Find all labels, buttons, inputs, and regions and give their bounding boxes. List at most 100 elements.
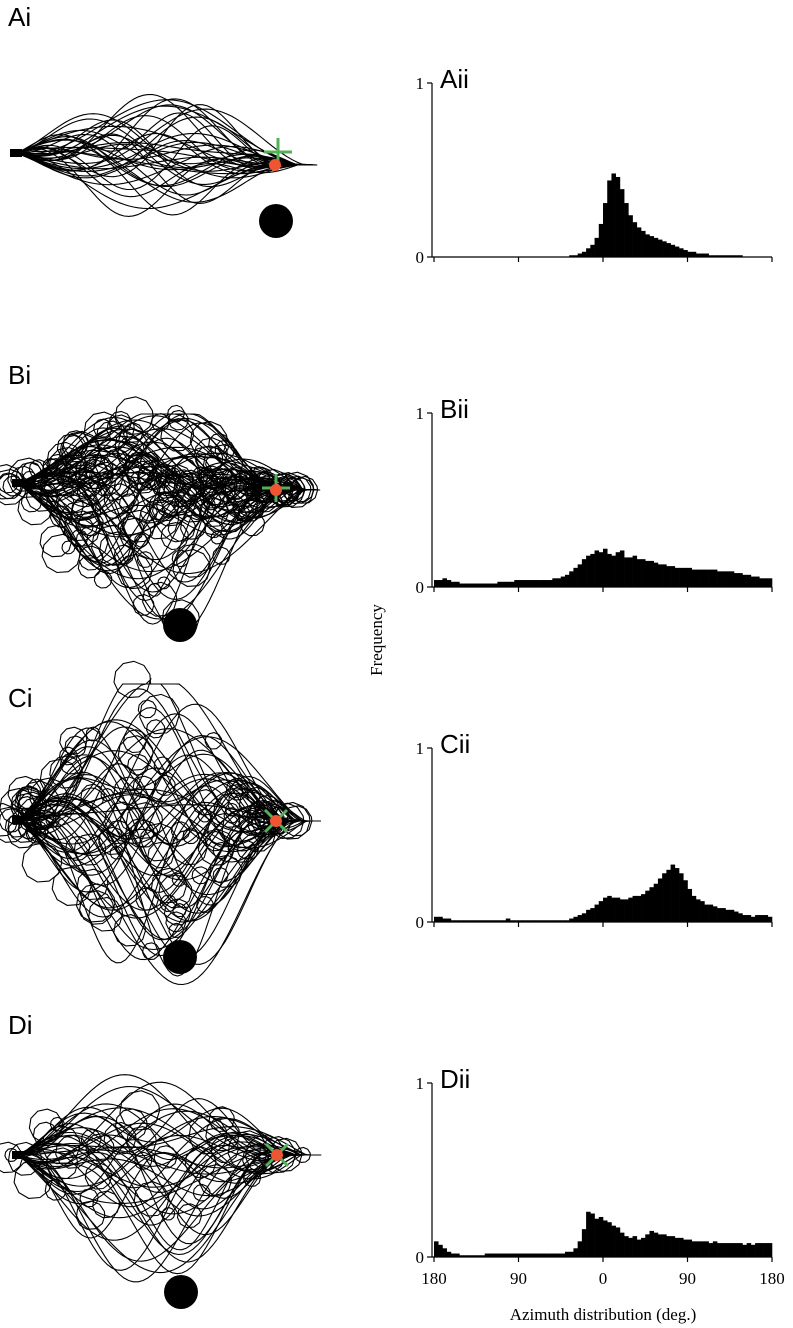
- histogram-bar: [594, 904, 600, 922]
- trajectory-path: [0, 788, 320, 863]
- histogram-bar: [725, 571, 731, 587]
- histogram-bar: [434, 916, 439, 922]
- histogram-bar: [738, 255, 743, 257]
- histogram-bar: [738, 573, 743, 587]
- histogram-bar: [662, 564, 667, 587]
- histogram-bar: [615, 1227, 621, 1257]
- start-marker: [12, 816, 24, 824]
- x-tick-label: 0: [599, 1269, 608, 1288]
- histogram-bar: [733, 255, 739, 257]
- trajectory-path: [17, 1127, 308, 1229]
- histogram-bar: [704, 1241, 709, 1257]
- histogram-bar: [636, 1239, 642, 1257]
- histogram-bar: [560, 1253, 566, 1257]
- histogram-bar: [641, 230, 646, 257]
- histogram-bar: [556, 920, 562, 922]
- histogram-bar: [488, 583, 494, 587]
- trajectory-path: [17, 1152, 301, 1208]
- histogram-bar: [725, 255, 731, 257]
- histogram-bar: [472, 583, 477, 587]
- trajectory-group: [0, 1074, 322, 1283]
- panel-label-ci: Ci: [8, 683, 33, 713]
- histogram-bar: [695, 569, 701, 587]
- histogram-bar: [463, 920, 469, 922]
- histogram-bar: [645, 890, 650, 922]
- trajectory-path: [17, 735, 315, 876]
- histogram-bar: [763, 578, 769, 587]
- histogram-bar: [569, 1251, 574, 1257]
- trajectory-path: [0, 458, 291, 617]
- histogram-bar: [628, 215, 633, 257]
- histogram-bar: [624, 203, 629, 257]
- histogram-bar: [505, 581, 511, 587]
- histogram-bar: [619, 189, 625, 257]
- panel-label-ai: Ai: [8, 2, 32, 32]
- histogram-bar: [438, 580, 443, 587]
- histogram-bar: [687, 1239, 693, 1257]
- y-tick-label: 1: [416, 739, 425, 758]
- histogram-bar: [539, 1253, 545, 1257]
- trajectory-path: [0, 414, 287, 506]
- histogram-bar: [641, 1237, 646, 1257]
- x-tick-label: 180: [759, 1269, 785, 1288]
- histogram-bar: [577, 253, 583, 257]
- y-tick-label: 0: [416, 1248, 425, 1267]
- trajectory-path: [15, 146, 314, 198]
- trajectory-plot-d: [0, 1074, 322, 1309]
- histogram-bar: [586, 1211, 591, 1257]
- histogram-bar: [577, 915, 583, 922]
- histogram-bar: [442, 578, 447, 587]
- trajectory-path: [15, 116, 287, 177]
- y-tick-label: 0: [416, 578, 425, 597]
- histogram-bar: [670, 244, 676, 257]
- histogram-bar: [535, 1253, 540, 1257]
- histogram-bar: [598, 552, 604, 587]
- histogram-bar: [628, 557, 633, 587]
- histogram-bar: [615, 897, 621, 922]
- trajectory-path: [17, 1103, 316, 1197]
- trajectory-path: [17, 660, 303, 822]
- histogram-bar: [763, 915, 769, 922]
- histogram-bar: [717, 255, 722, 257]
- target-dot: [270, 815, 282, 827]
- y-axis-label: Frequency: [367, 604, 386, 676]
- trajectory-path: [17, 815, 309, 986]
- trajectory-path: [15, 145, 311, 186]
- histogram-bar: [679, 567, 684, 587]
- histogram-bar: [700, 253, 705, 257]
- histogram-bar: [548, 920, 553, 922]
- histogram-bar: [514, 580, 519, 587]
- histogram-bar: [573, 255, 578, 257]
- trajectory-path: [17, 693, 287, 861]
- histogram-bar: [598, 1216, 604, 1257]
- histogram-c: 0 1 Cii: [416, 729, 773, 932]
- histogram-bar: [552, 1253, 557, 1257]
- histogram-bar: [510, 1253, 515, 1257]
- trajectory-path: [7, 736, 316, 849]
- histogram-bar: [657, 239, 663, 257]
- histogram-bar: [434, 580, 439, 587]
- histogram-bar: [721, 1243, 726, 1257]
- histogram-bar: [603, 1220, 608, 1257]
- histogram-bar: [446, 918, 452, 922]
- trajectory-path: [2, 420, 316, 533]
- histogram-bar: [746, 915, 752, 922]
- trajectory-path: [15, 758, 299, 926]
- histogram-bar: [493, 1253, 498, 1257]
- histogram-bar: [560, 576, 566, 587]
- histogram-bar: [645, 234, 650, 257]
- histogram-bar: [455, 1253, 460, 1257]
- histogram-bar: [687, 567, 693, 587]
- histogram-bar: [624, 557, 629, 587]
- histogram-bar: [708, 904, 714, 922]
- histogram-bar: [615, 552, 621, 587]
- histogram-bar: [670, 864, 676, 922]
- histogram-bar: [581, 559, 587, 587]
- histogram-bar: [497, 581, 502, 587]
- histogram-bar: [442, 918, 447, 922]
- trajectory-path: [17, 454, 304, 525]
- histogram-bar: [729, 255, 735, 257]
- histogram-bar: [619, 899, 625, 922]
- histogram-bar: [480, 583, 485, 587]
- obstacle-circle: [163, 608, 197, 642]
